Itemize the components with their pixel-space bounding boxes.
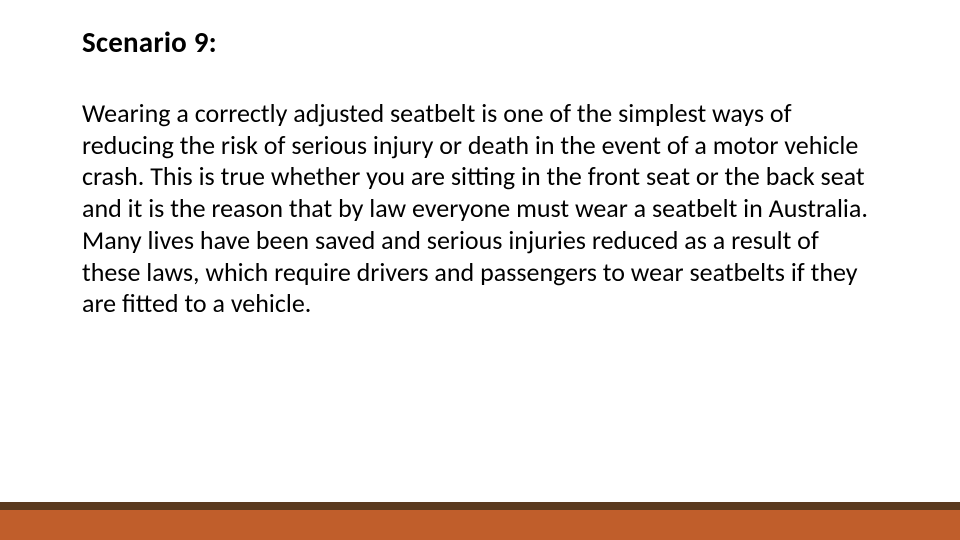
slide-body-text: Wearing a correctly adjusted seatbelt is… [82,98,878,320]
footer-orange-stripe [0,510,960,540]
slide: Scenario 9: Wearing a correctly adjusted… [0,0,960,540]
footer-brown-stripe [0,502,960,510]
footer-band [0,502,960,540]
slide-title: Scenario 9: [82,24,878,60]
